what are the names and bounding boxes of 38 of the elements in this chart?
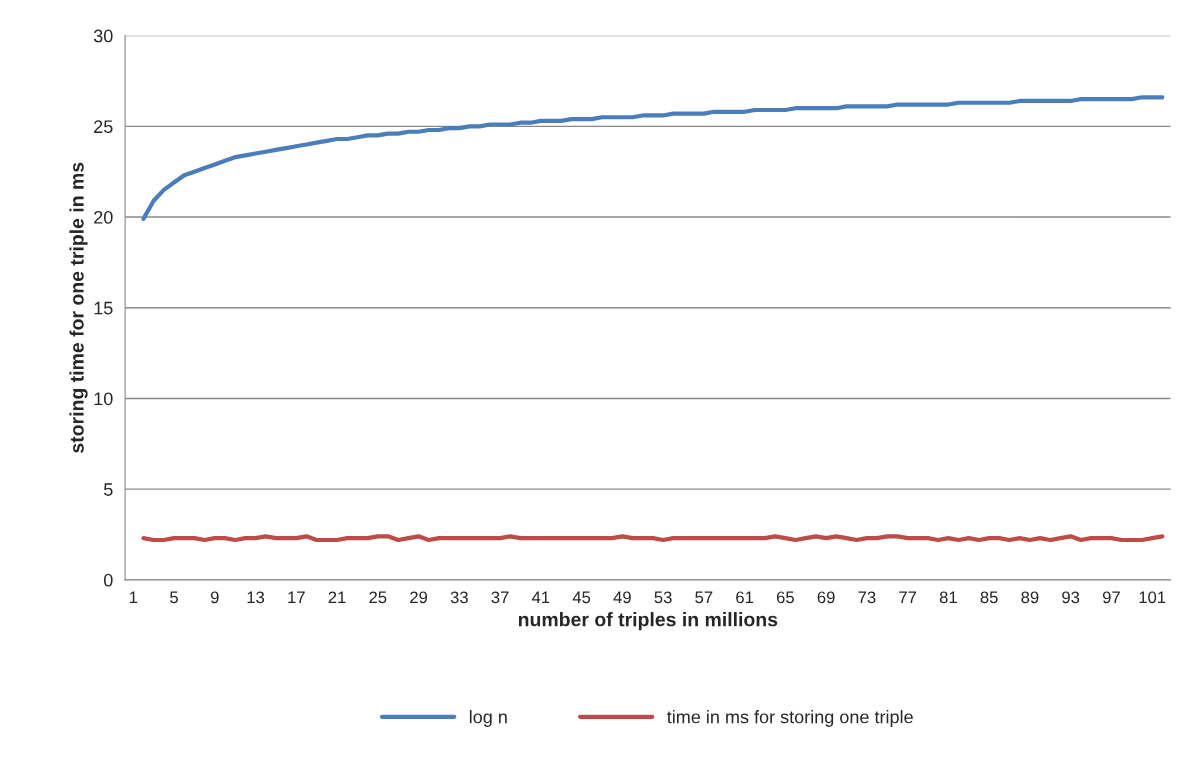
x-tick-label: 77 [899, 591, 917, 604]
x-tick-label: 17 [288, 591, 305, 604]
x-tick-label: 45 [572, 591, 591, 604]
x-tick-label: 89 [1021, 591, 1039, 604]
y-tick-label: 30 [93, 29, 113, 43]
line-series [141, 95, 1165, 221]
x-tick-label: 33 [450, 591, 468, 604]
y-tick-label: 20 [94, 210, 113, 224]
y-tick-label: 15 [94, 301, 113, 315]
y-axis-title: storing time for one triple in ms [69, 162, 88, 453]
x-tick-label: 85 [980, 591, 998, 604]
legend-label: time in ms for storing one triple [667, 710, 913, 727]
x-tick-label: 57 [695, 591, 713, 604]
x-axis-title: number of triples in millions [518, 612, 778, 631]
y-tick-label: 10 [94, 392, 113, 406]
x-tick-label: 37 [491, 591, 509, 604]
x-tick-label: 29 [410, 591, 428, 604]
x-tick-label: 93 [1062, 591, 1080, 604]
y-tick-label: 0 [103, 573, 113, 587]
x-tick-label: 1 [129, 591, 138, 604]
x-tick-label: 61 [736, 591, 754, 604]
x-tick-label: 69 [817, 591, 835, 604]
legend-label: log n [469, 710, 507, 727]
x-tick-label: 65 [776, 591, 794, 604]
x-tick-label: 53 [654, 591, 672, 604]
x-tick-label: 25 [369, 591, 387, 604]
x-tick-label: 49 [613, 591, 631, 604]
y-tick-label: 5 [103, 483, 113, 496]
x-tick-label: 5 [170, 591, 178, 604]
x-tick-label: 41 [531, 591, 550, 604]
y-tick-label: 25 [94, 120, 113, 134]
x-tick-label: 101 [1139, 591, 1166, 604]
x-tick-label: 9 [210, 591, 219, 604]
x-tick-label: 13 [247, 591, 265, 604]
x-tick-label: 21 [328, 591, 346, 604]
x-tick-label: 97 [1102, 591, 1120, 604]
x-tick-label: 73 [858, 591, 876, 604]
x-tick-label: 81 [939, 591, 957, 604]
